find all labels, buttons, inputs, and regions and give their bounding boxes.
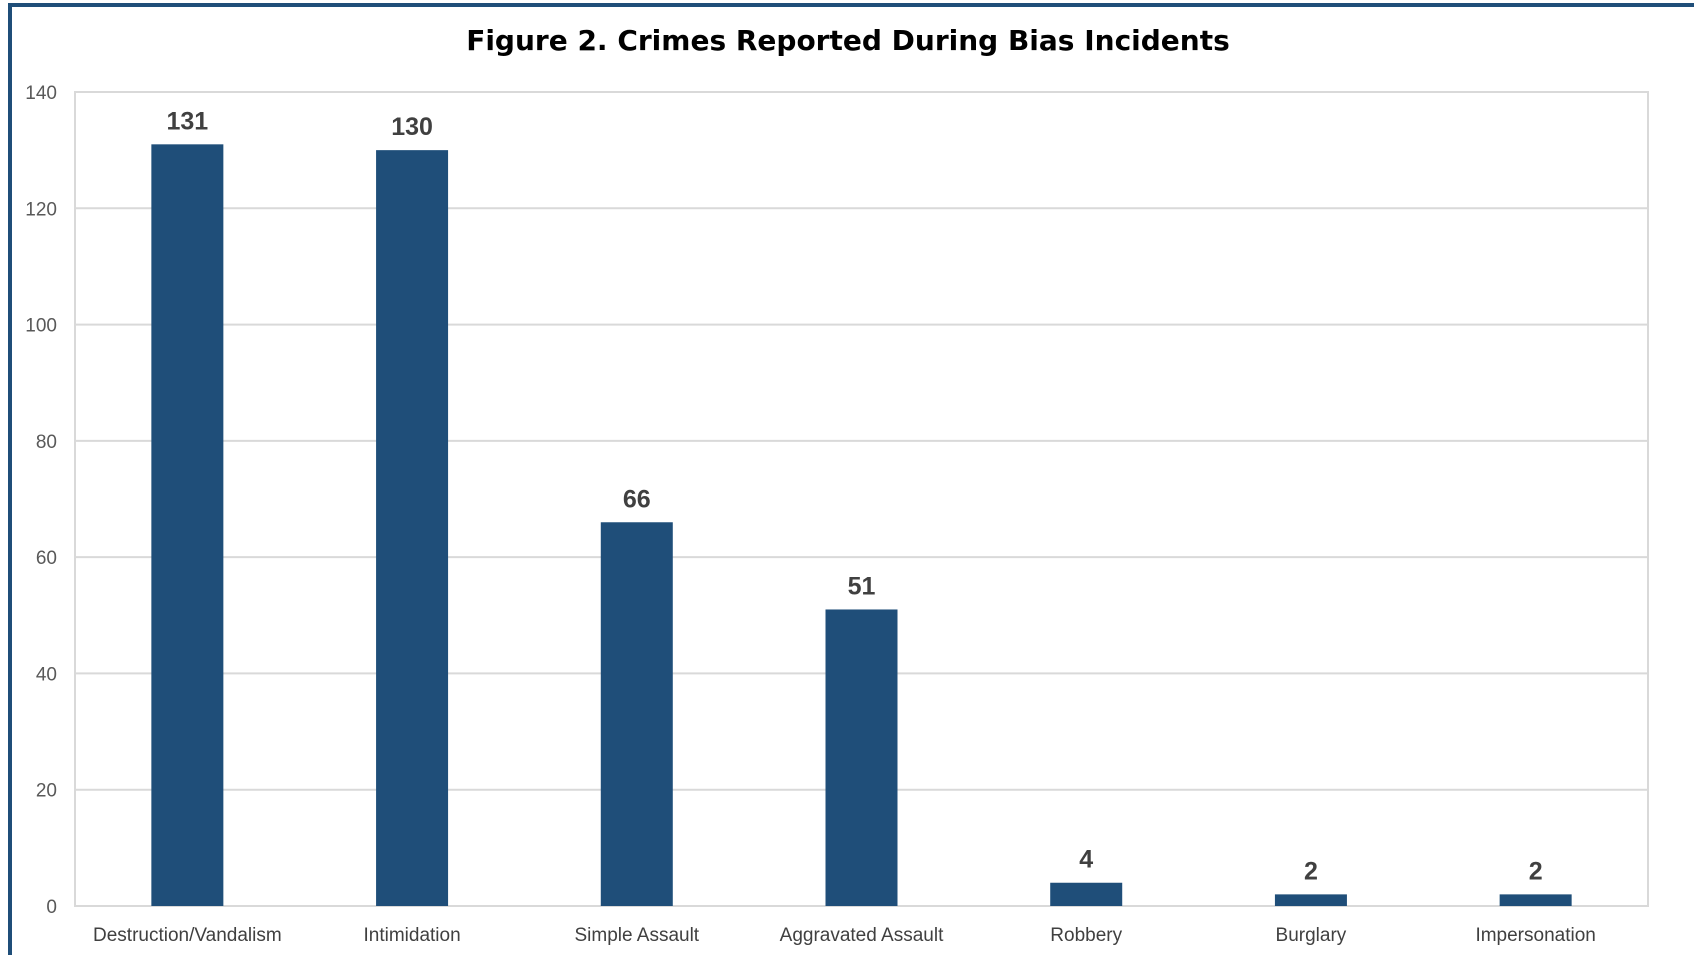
y-tick-label: 80 bbox=[36, 432, 57, 453]
data-label: 131 bbox=[166, 107, 208, 135]
y-axis-ticks: 0 20 40 60 80 100 120 140 bbox=[25, 83, 57, 918]
y-tick-label: 40 bbox=[36, 664, 57, 685]
y-tick-label: 60 bbox=[36, 548, 57, 569]
x-category-label: Impersonation bbox=[1475, 925, 1595, 946]
bar bbox=[825, 609, 898, 906]
data-label: 4 bbox=[1079, 846, 1093, 874]
bar bbox=[376, 150, 449, 907]
bar bbox=[1274, 894, 1347, 906]
x-category-label: Aggravated Assault bbox=[780, 925, 944, 946]
data-label: 2 bbox=[1304, 857, 1318, 885]
bar bbox=[1499, 894, 1572, 906]
y-tick-label: 120 bbox=[25, 199, 57, 220]
data-labels: 131 130 66 51 4 2 2 bbox=[166, 107, 1542, 885]
bar bbox=[600, 522, 673, 906]
data-label: 66 bbox=[623, 485, 651, 513]
data-label: 51 bbox=[848, 572, 876, 600]
y-tick-label: 140 bbox=[25, 83, 57, 104]
y-tick-label: 0 bbox=[46, 897, 57, 918]
bar bbox=[151, 144, 224, 907]
x-axis-categories: Destruction/Vandalism Intimidation Simple … bbox=[93, 925, 1596, 946]
data-label: 130 bbox=[391, 113, 433, 141]
x-category-label: Simple Assault bbox=[574, 925, 699, 946]
bar bbox=[1050, 882, 1123, 906]
y-tick-label: 100 bbox=[25, 316, 57, 337]
chart-title: Figure 2. Crimes Reported During Bias In… bbox=[466, 24, 1230, 57]
bars bbox=[151, 144, 1572, 907]
y-tick-label: 20 bbox=[36, 781, 57, 802]
data-label: 2 bbox=[1529, 857, 1543, 885]
x-category-label: Intimidation bbox=[363, 925, 460, 946]
x-category-label: Robbery bbox=[1050, 925, 1122, 946]
x-category-label: Burglary bbox=[1276, 925, 1347, 946]
x-category-label: Destruction/Vandalism bbox=[93, 925, 282, 946]
